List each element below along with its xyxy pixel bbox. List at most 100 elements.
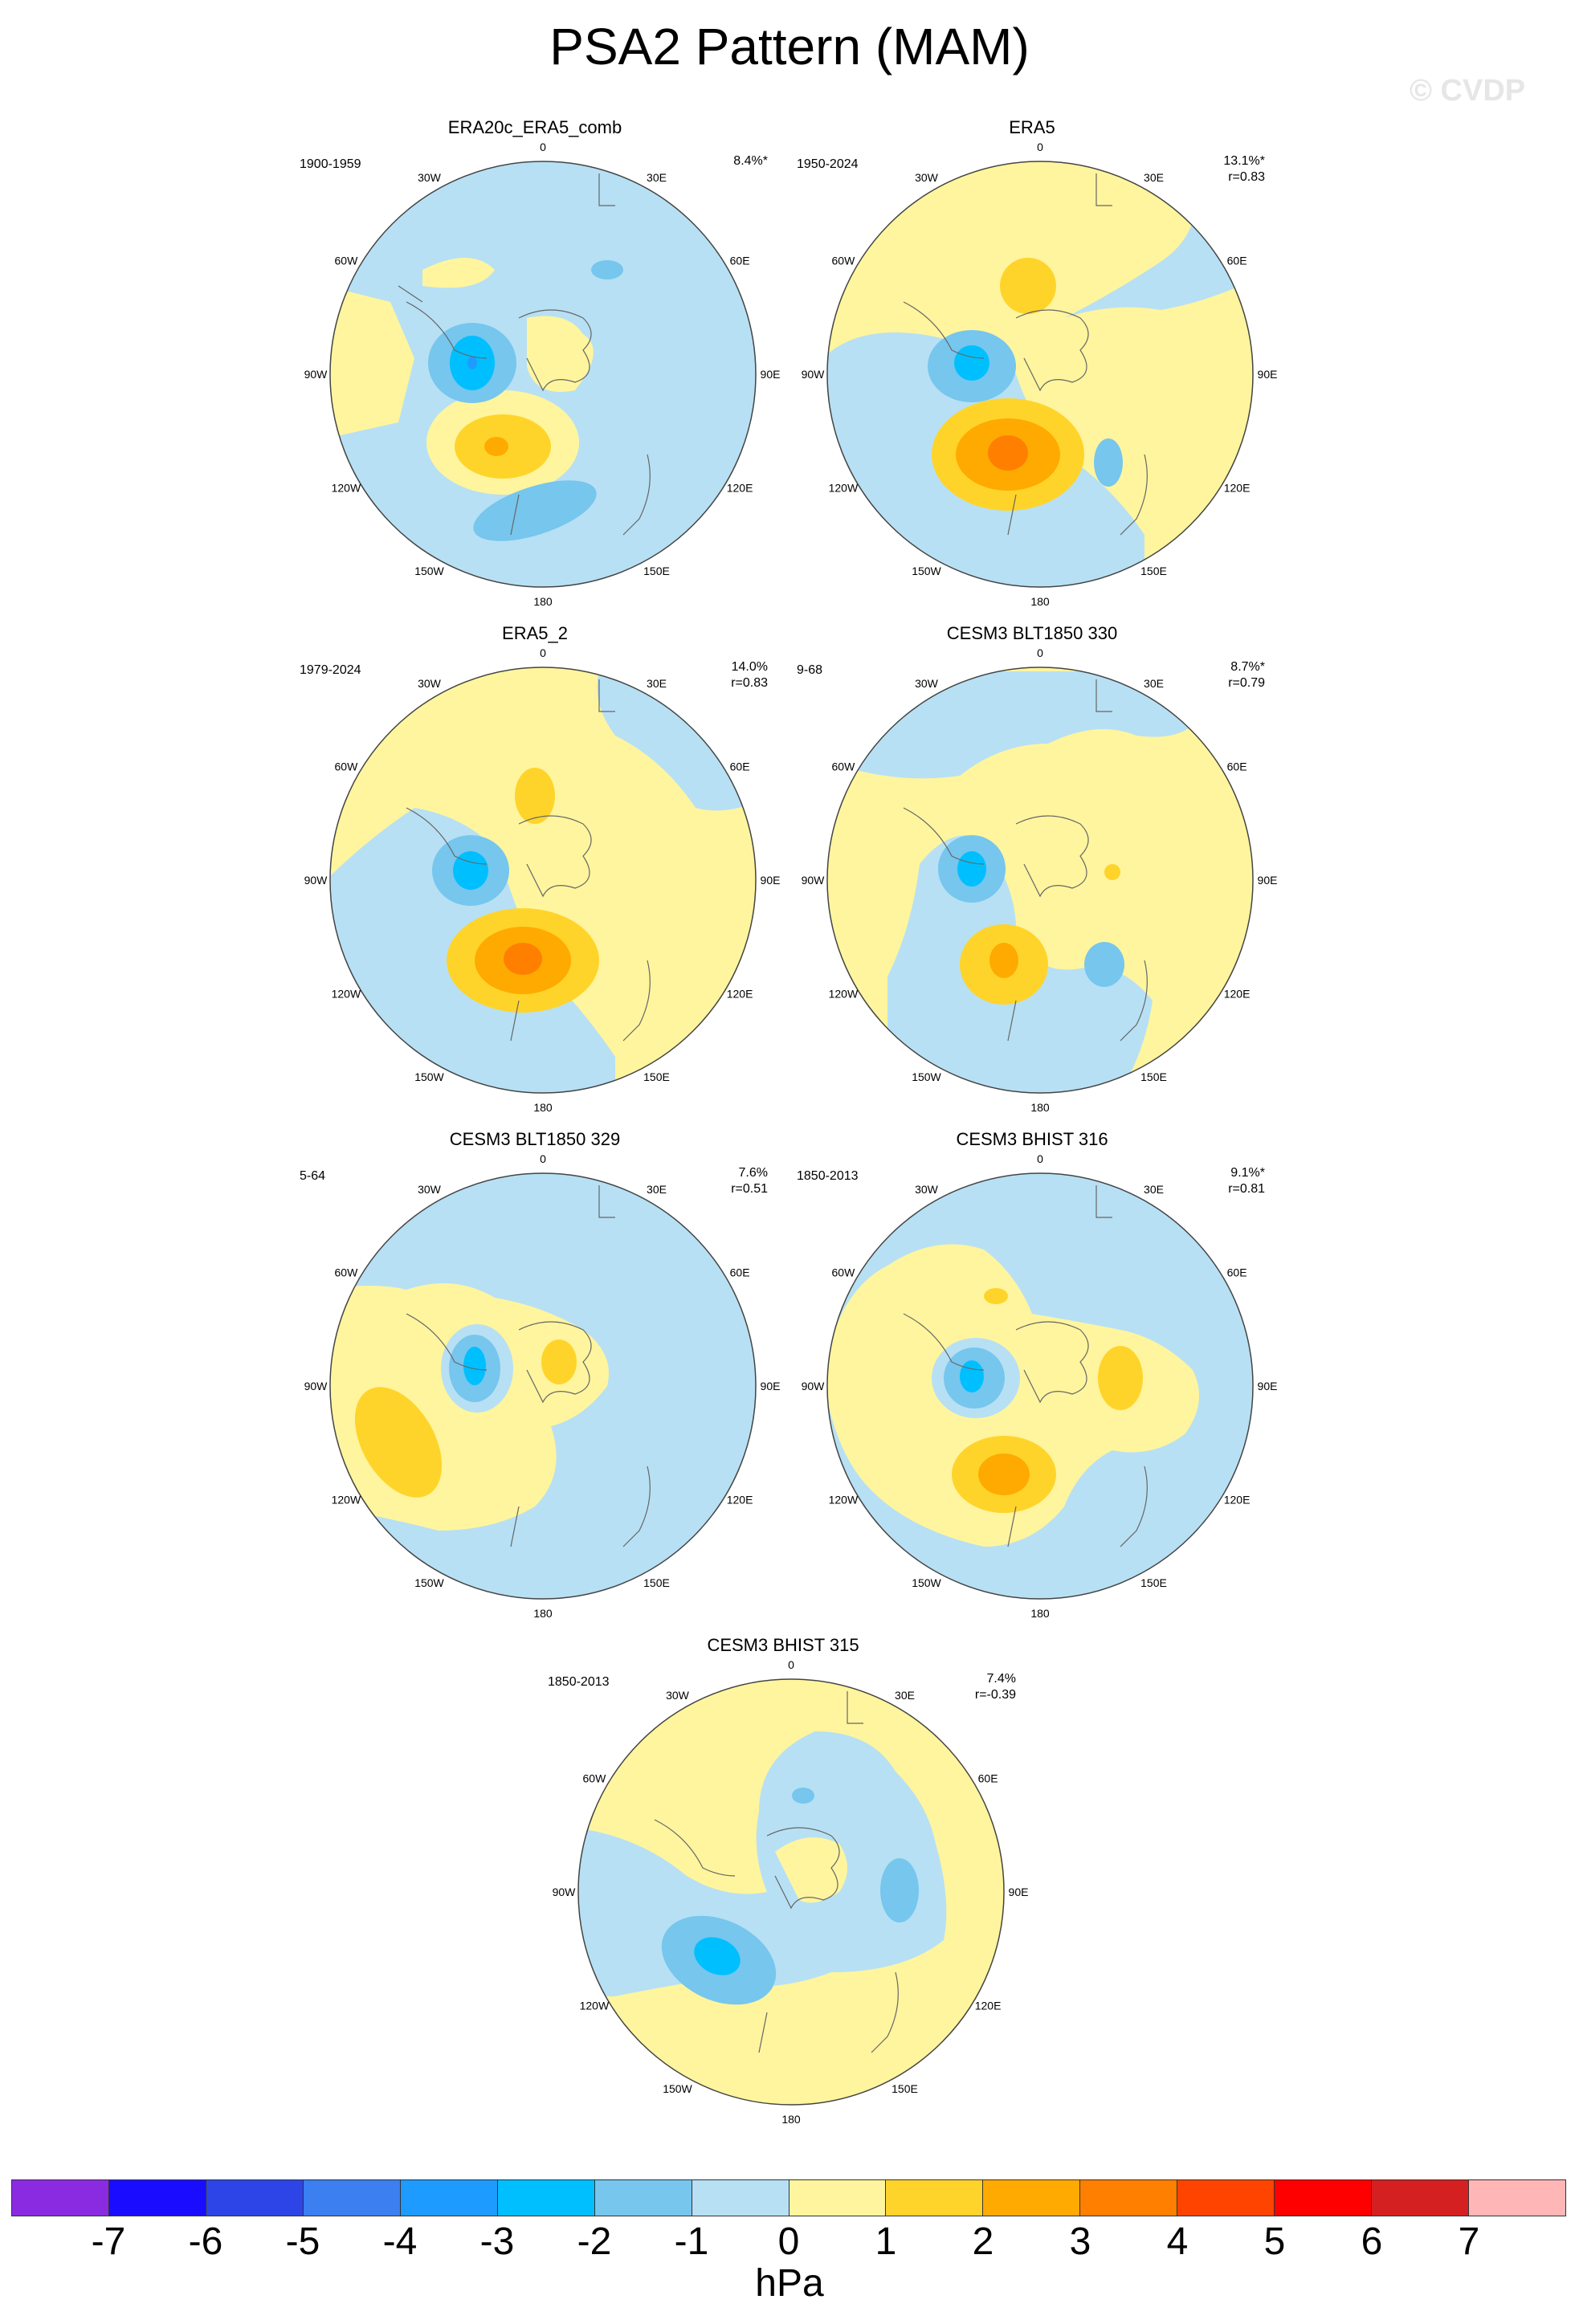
colorbar-tick-label: 2 [972,2220,994,2263]
longitude-label: 60E [978,1772,998,1785]
colorbar-tick-label: 5 [1263,2220,1286,2263]
colorbar-box [1372,2180,1470,2216]
panel-correlation: r=0.51 [731,1182,768,1196]
longitude-label: 0 [1037,141,1043,153]
longitude-label: 150W [414,1576,444,1589]
longitude-label: 90E [761,368,781,381]
pos-region [541,1339,577,1384]
panel-title: CESM3 BHIST 316 [956,1129,1108,1149]
longitude-label: 120W [829,1494,859,1507]
longitude-label: 150W [663,2082,692,2095]
neg-region [880,1858,919,1922]
longitude-label: 30E [895,1689,915,1702]
page-title: PSA2 Pattern (MAM) [549,18,1030,75]
pos-region [775,1837,847,1903]
colorbar-tick-label: -2 [577,2220,612,2263]
longitude-label: 150W [414,565,444,577]
coastline [406,1185,651,1547]
panel-title: CESM3 BLT1850 329 [449,1129,621,1149]
colorbar-box [594,2180,692,2216]
longitude-label: 150E [643,1070,670,1083]
panel-correlation: r=0.83 [1228,170,1265,184]
colorbar-tick-label: 1 [875,2220,897,2263]
longitude-label: 120W [829,988,859,1001]
panel-period: 1950-2024 [797,157,859,171]
colorbar-labels: -7 -6 -5 -4 -3 -2 -1 0 1 2 3 4 5 6 7 [0,2220,1579,2268]
colorbar-box [400,2180,498,2216]
longitude-label: 90E [1258,368,1278,381]
neg-region [1084,942,1124,987]
pos-region [527,316,594,392]
panel-period: 1850-2013 [548,1675,610,1689]
map-panel-era5: ERA5 1950-2024 13.1%* r=0.83 0 30E 60E 90E 1… [775,117,1289,615]
panel-percent-variance: 7.4% [986,1672,1016,1686]
longitude-label: 30W [418,171,442,184]
colorbar-box [1080,2180,1178,2216]
longitude-label: 150W [912,1576,941,1589]
longitude-label: 60E [1227,760,1247,773]
polar-map: 0 30E 60E 90E 120E 150E 180 150W 120W 90W 60W 30W [304,646,781,1114]
longitude-label: 120W [332,482,361,495]
neg-region [591,260,623,279]
longitude-label: 120E [975,2000,1002,2012]
colorbar-tick-label: 3 [1069,2220,1091,2263]
pos-region [330,286,414,438]
colorbar-tick-label: -7 [91,2220,126,2263]
longitude-label: 30W [418,677,442,690]
coastline [903,679,1148,1042]
longitude-label: 0 [788,1658,794,1671]
longitude-label: 30W [915,677,939,690]
longitude-label: 90W [304,874,328,887]
longitude-label: 180 [781,2113,801,2126]
longitude-label: 180 [1030,595,1050,608]
longitude-label: 90E [1258,874,1278,887]
coastline [903,1185,1148,1547]
longitude-label: 60E [1227,1266,1247,1279]
panel-title: CESM3 BLT1850 330 [946,623,1118,643]
pos-region [1000,258,1056,314]
colorbar-box [1177,2180,1275,2216]
polar-map: 0 30E 60E 90E 120E 150E 180 150W 120W 90W 60W 30W [304,141,781,608]
longitude-label: 180 [533,1607,553,1620]
polar-map: 0 30E 60E 90E 120E 150E 180 150W 120W 90W 60W 30W [802,646,1278,1114]
neg-region [954,345,989,381]
colorbar [11,2179,1566,2216]
longitude-label: 30E [1144,677,1164,690]
longitude-label: 90E [761,874,781,887]
panel-percent-variance: 13.1%* [1223,154,1265,168]
longitude-label: 0 [540,141,546,153]
longitude-label: 180 [533,595,553,608]
longitude-label: 150E [1140,1576,1167,1589]
pos-region [989,943,1018,978]
neg-region [792,1788,814,1804]
colorbar-box [108,2180,206,2216]
longitude-label: 90W [802,874,826,887]
neg-region [694,1937,741,1975]
longitude-label: 60W [583,1772,607,1785]
panel-period: 1979-2024 [300,663,361,677]
neg-region [453,851,488,890]
pos-region [1098,1346,1143,1410]
panel-title: CESM3 BHIST 315 [707,1635,859,1655]
longitude-label: 60W [335,255,359,267]
polar-map: 0 30E 60E 90E 120E 150E 180 150W 120W 90W 60W 30W [553,1658,1029,2126]
longitude-label: 120E [727,988,753,1001]
pos-region [422,258,495,288]
pos-region [515,768,555,824]
panel-period: 5-64 [300,1169,326,1183]
colorbar-box [789,2180,887,2216]
colorbar-tick-label: -6 [188,2220,223,2263]
pos-region [984,1288,1008,1304]
map-panel-cesm3-bhist-316: CESM3 BHIST 316 1850-2013 9.1%* r=0.81 0… [775,1129,1289,1627]
longitude-label: 90W [304,368,328,381]
longitude-label: 90E [1009,1886,1029,1898]
pos-region [978,1454,1030,1495]
colorbar-box [497,2180,595,2216]
panel-percent-variance: 8.7%* [1230,660,1265,674]
map-panel-cesm3-blt1850-330: CESM3 BLT1850 330 9-68 8.7%* r=0.79 0 30E… [775,623,1289,1121]
panel-title: ERA5 [1009,117,1055,137]
longitude-label: 150E [892,2082,918,2095]
longitude-label: 150E [643,1576,670,1589]
longitude-label: 30W [915,1183,939,1196]
colorbar-tick-label: -4 [382,2220,418,2263]
